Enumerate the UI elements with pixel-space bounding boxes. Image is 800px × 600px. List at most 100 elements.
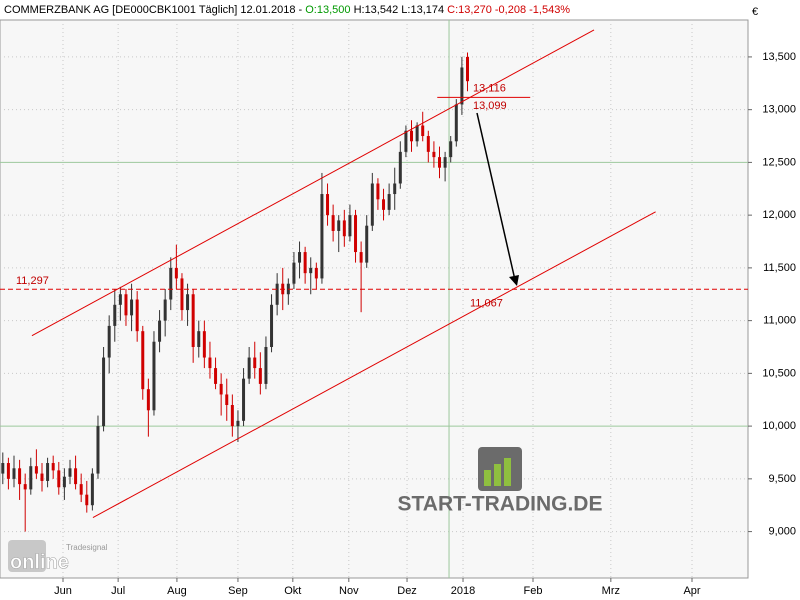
candle-body	[219, 383, 223, 395]
logo-bar	[494, 464, 501, 486]
candle-body	[158, 320, 162, 342]
candle-body	[443, 157, 447, 168]
candle-body	[163, 299, 167, 321]
annotation: 11,067	[470, 297, 503, 309]
candle-body	[214, 368, 218, 384]
candle-body	[258, 368, 262, 384]
candle-body	[449, 141, 453, 158]
logo-bar	[484, 470, 491, 486]
candle-body	[208, 357, 212, 369]
candle-body	[275, 283, 279, 305]
candle-body	[247, 357, 251, 379]
candle-body	[102, 357, 106, 427]
candle-body	[96, 426, 100, 474]
candle-body	[393, 183, 397, 195]
resistance-label: 13,116	[473, 82, 506, 94]
candle-body	[225, 394, 229, 406]
candle-body	[74, 468, 78, 485]
candle-body	[169, 267, 173, 300]
x-tick-label: 2018	[451, 585, 475, 597]
candle-body	[348, 215, 352, 237]
candle-body	[62, 476, 66, 488]
candle-body	[29, 466, 33, 490]
candle-body	[415, 125, 419, 142]
low-label: L:13,174	[401, 4, 444, 16]
candle-body	[85, 494, 89, 506]
candle-body	[79, 484, 83, 495]
watermark-brand: Tradesignal	[66, 543, 108, 552]
candle-body	[124, 294, 128, 316]
y-tick-label: 10,500	[762, 367, 796, 379]
candle-body	[202, 331, 206, 358]
x-tick-label: Mrz	[602, 585, 620, 597]
candle-body	[253, 357, 257, 369]
candle-body	[146, 389, 150, 411]
candle-body	[370, 183, 374, 226]
x-tick-label: Aug	[167, 585, 187, 597]
candle-body	[34, 466, 38, 474]
support-label: 11,297	[16, 275, 49, 287]
candle-body	[174, 267, 178, 279]
watermark-product: online	[10, 551, 69, 573]
layer: 9,000 9,500 10,000 10,500 11,000 11,500 12,000…	[0, 20, 796, 597]
candle-body	[180, 278, 184, 311]
open-label: O:13,500	[305, 4, 350, 16]
candle-body	[68, 468, 72, 477]
candle-body	[376, 183, 380, 200]
arrow	[476, 112, 516, 281]
candle-body	[398, 151, 402, 184]
candle-body	[342, 220, 346, 237]
candle-body	[23, 484, 27, 490]
x-tick-label: Dez	[397, 585, 417, 597]
watermark-box	[8, 540, 46, 572]
candle-body	[57, 470, 61, 488]
candle-body	[404, 130, 408, 152]
candle-body	[6, 463, 10, 479]
instrument: COMMERZBANK AG [DE000CBK1001 Täglich] 12…	[4, 4, 302, 16]
candle-body	[230, 405, 234, 427]
candle-body	[337, 220, 341, 231]
header: COMMERZBANK AG [DE000CBK1001 Täglich] 12…	[4, 4, 570, 16]
candle-body	[46, 463, 50, 481]
candle-body	[113, 304, 117, 326]
candle-body	[432, 151, 436, 158]
x-tick-label: Sep	[228, 585, 248, 597]
candle-body	[326, 194, 330, 216]
candle-body	[309, 267, 313, 274]
candle-body	[460, 67, 464, 105]
candle-body	[90, 473, 94, 506]
candle-body	[264, 346, 268, 384]
candle-body	[270, 304, 274, 347]
candle-body	[331, 215, 335, 231]
x-tick-label: Apr	[683, 585, 700, 597]
close-label: C:13,270 -0,208 -1,543%	[447, 4, 570, 16]
channel-line	[31, 29, 595, 337]
x-tick-label: Jun	[54, 585, 72, 597]
candle-body	[152, 341, 156, 411]
candle-body	[51, 463, 55, 471]
candle-body	[387, 194, 391, 210]
y-tick-label: 13,500	[762, 51, 796, 63]
candle-body	[421, 125, 425, 137]
x-tick-label: Nov	[339, 585, 359, 597]
candle-body	[1, 463, 5, 474]
candle-body	[426, 136, 430, 152]
candle-body	[354, 215, 358, 253]
candle-body	[314, 267, 318, 279]
candle-body	[12, 468, 16, 479]
candle-body	[438, 157, 442, 168]
y-tick-label: 9,000	[768, 525, 796, 537]
channel-line	[92, 211, 656, 518]
candle-body	[197, 331, 201, 347]
y-tick-label: 9,500	[768, 473, 796, 485]
candle-body	[18, 468, 22, 485]
y-tick-label: 12,000	[762, 209, 796, 221]
logo-text: START-TRADING.DE	[398, 493, 603, 516]
annotation: 13,099	[473, 100, 507, 112]
candle-body	[359, 252, 363, 263]
candle-body	[135, 299, 139, 332]
candle-body	[130, 299, 134, 316]
y-tick-label: 13,000	[762, 104, 796, 116]
candle-body	[242, 378, 246, 421]
